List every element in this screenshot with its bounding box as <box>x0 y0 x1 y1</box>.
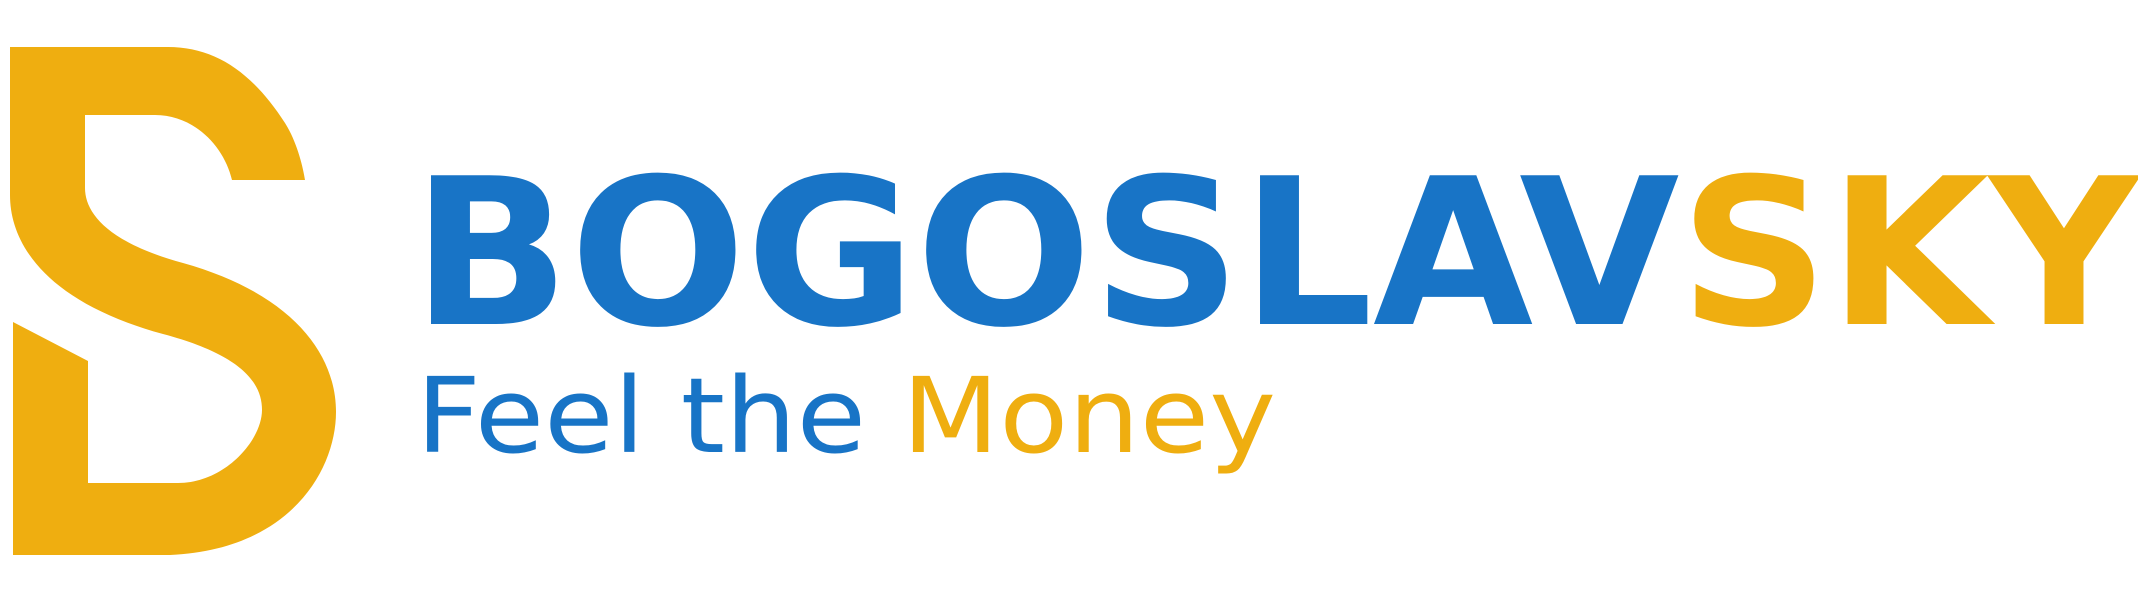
tagline-blue: Feel the <box>416 355 902 477</box>
s-monogram-icon <box>10 47 336 555</box>
s-monogram-shape <box>10 47 336 555</box>
tagline-gold: Money <box>902 355 1276 477</box>
brand-name: BOGOSLAVSKY <box>412 136 2138 373</box>
brand-name-gold: SKY <box>1679 136 2138 373</box>
tagline: Feel the Money <box>416 355 1276 477</box>
brand-name-blue: BOGOSLAV <box>412 136 1679 373</box>
